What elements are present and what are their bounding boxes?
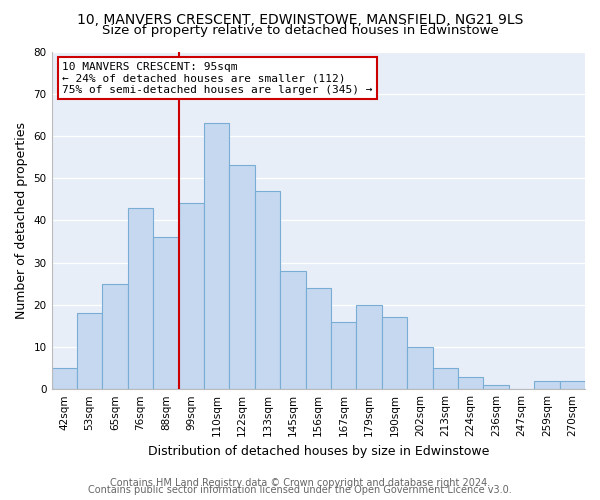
Bar bbox=[356, 305, 382, 389]
Text: Contains HM Land Registry data © Crown copyright and database right 2024.: Contains HM Land Registry data © Crown c… bbox=[110, 478, 490, 488]
Bar bbox=[204, 124, 229, 389]
Text: Contains public sector information licensed under the Open Government Licence v3: Contains public sector information licen… bbox=[88, 485, 512, 495]
Bar bbox=[560, 380, 585, 389]
Text: 10, MANVERS CRESCENT, EDWINSTOWE, MANSFIELD, NG21 9LS: 10, MANVERS CRESCENT, EDWINSTOWE, MANSFI… bbox=[77, 12, 523, 26]
Bar bbox=[305, 288, 331, 389]
Bar bbox=[77, 313, 103, 389]
Text: Size of property relative to detached houses in Edwinstowe: Size of property relative to detached ho… bbox=[101, 24, 499, 37]
Bar bbox=[458, 376, 484, 389]
Bar bbox=[52, 368, 77, 389]
Bar bbox=[103, 284, 128, 389]
Bar bbox=[153, 237, 179, 389]
Y-axis label: Number of detached properties: Number of detached properties bbox=[15, 122, 28, 319]
Bar bbox=[280, 271, 305, 389]
X-axis label: Distribution of detached houses by size in Edwinstowe: Distribution of detached houses by size … bbox=[148, 444, 489, 458]
Bar bbox=[128, 208, 153, 389]
Bar bbox=[484, 385, 509, 389]
Bar bbox=[179, 204, 204, 389]
Bar bbox=[433, 368, 458, 389]
Bar bbox=[382, 318, 407, 389]
Bar bbox=[534, 380, 560, 389]
Bar bbox=[331, 322, 356, 389]
Text: 10 MANVERS CRESCENT: 95sqm
← 24% of detached houses are smaller (112)
75% of sem: 10 MANVERS CRESCENT: 95sqm ← 24% of deta… bbox=[62, 62, 373, 95]
Bar bbox=[229, 166, 255, 389]
Bar bbox=[255, 191, 280, 389]
Bar bbox=[407, 347, 433, 389]
